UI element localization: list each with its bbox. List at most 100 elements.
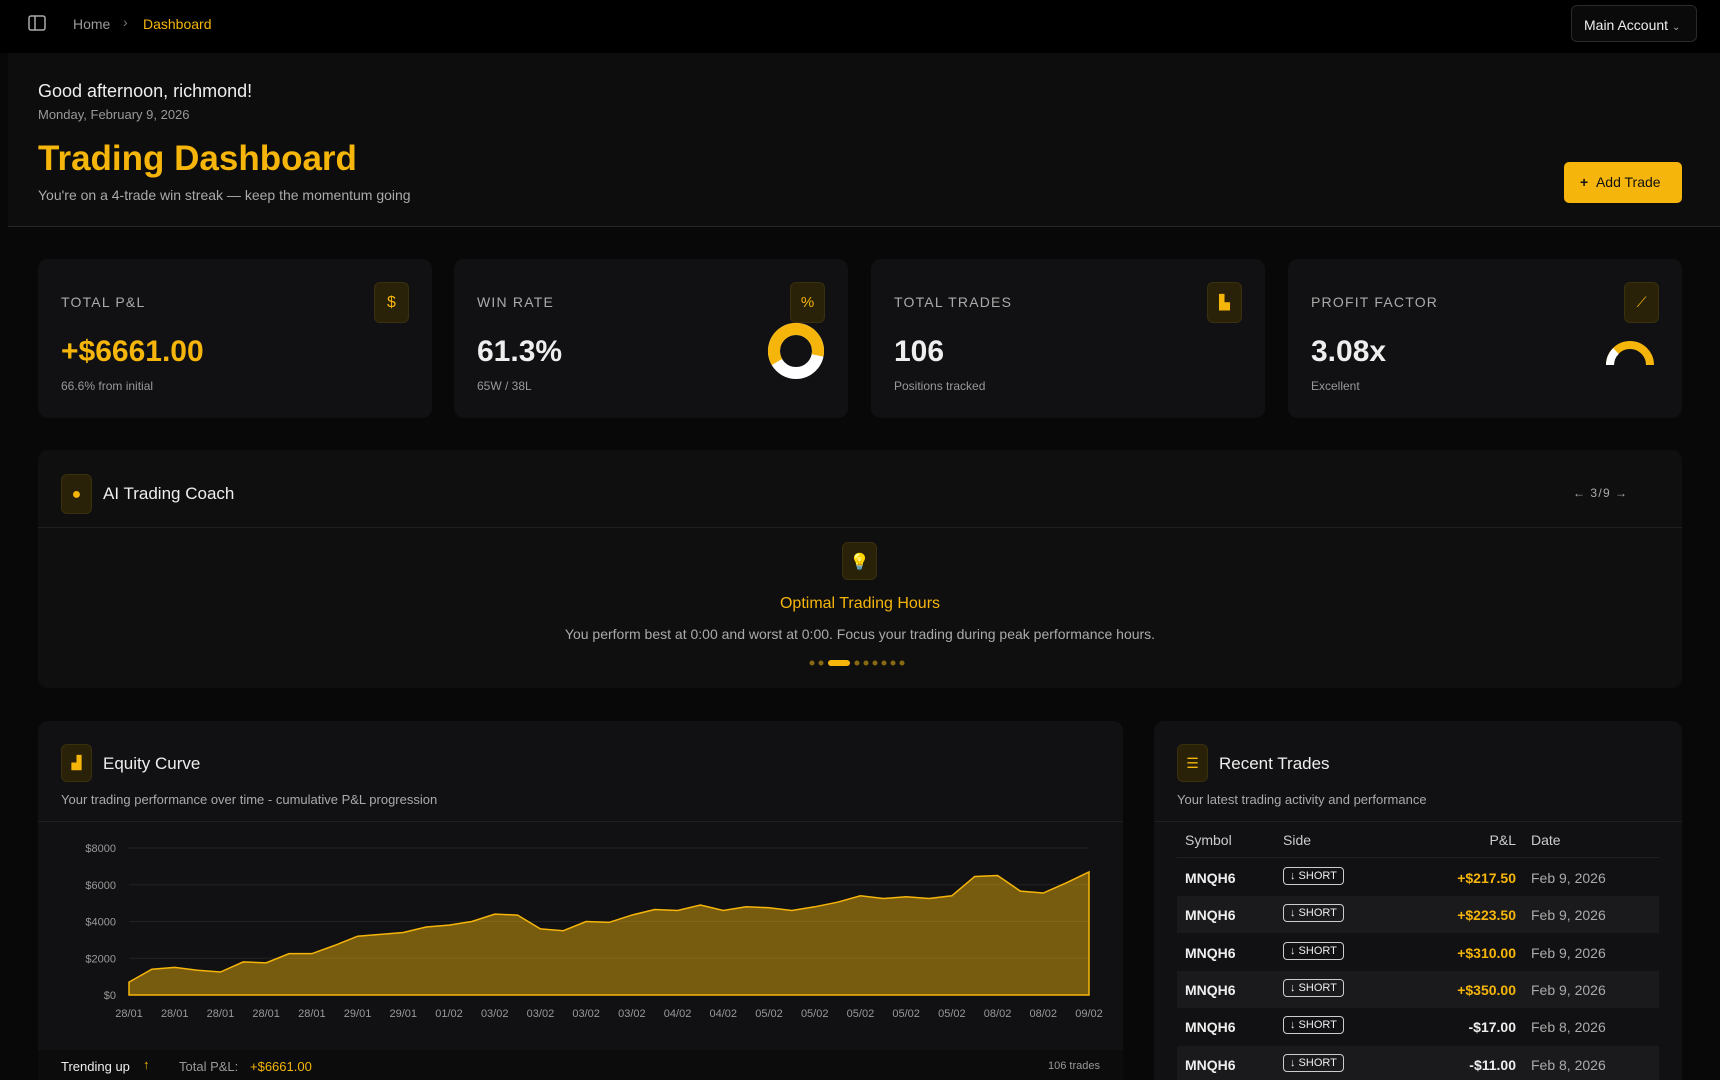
x-tick-label: 28/01 <box>252 1008 280 1020</box>
stat-label: TOTAL TRADES <box>894 294 1013 310</box>
col-header: Date <box>1531 832 1561 848</box>
tip-text: You perform best at 0:00 and worst at 0:… <box>564 626 1156 642</box>
equity-chart: $0 $2000 $4000 $6000 $8000 28/01 28/01 28/01 28/… <box>85 843 1103 1020</box>
account-name: Main Account <box>1584 17 1669 33</box>
x-tick-label: 05/02 <box>801 1008 829 1020</box>
y-tick-label: $8000 <box>85 843 116 855</box>
x-tick-label: 28/01 <box>115 1008 143 1020</box>
stat-value: +$6661.00 <box>61 335 204 368</box>
header: Good afternoon, richmond! Monday, Februa… <box>8 53 1720 227</box>
y-tick-label: $2000 <box>85 953 116 965</box>
equity-card: ▟ Equity Curve Your trading performance … <box>38 721 1123 1080</box>
date: Feb 9, 2026 <box>1531 907 1606 924</box>
side-badge: ↓ SHORT <box>1283 904 1344 923</box>
trade-row: MNQH6 ↓ SHORT +$217.50 Feb 9, 2026 <box>1177 859 1659 896</box>
x-tick-label: 28/01 <box>161 1008 189 1020</box>
trade-row: MNQH6 ↓ SHORT +$350.00 Feb 9, 2026 <box>1177 970 1659 1008</box>
stat-note: 66.6% from initial <box>61 379 154 393</box>
stat-note: Excellent <box>1311 379 1360 393</box>
pnl: -$17.00 <box>1468 1019 1516 1036</box>
y-tick-label: $6000 <box>85 880 116 892</box>
stat-icon: $ <box>374 282 409 323</box>
divider <box>1154 821 1682 822</box>
x-tick-label: 05/02 <box>892 1008 920 1020</box>
x-tick-label: 05/02 <box>755 1008 783 1020</box>
stat-card: TOTAL P&L $ +$6661.00 66.6% from initial <box>38 259 432 418</box>
pnl: -$11.00 <box>1469 1056 1516 1073</box>
trade-row: MNQH6 ↓ SHORT -$11.00 Feb 8, 2026 <box>1177 1045 1659 1080</box>
symbol: MNQH6 <box>1185 870 1236 886</box>
stat-icon: ▙ <box>1207 282 1242 323</box>
breadcrumb-home[interactable]: Home <box>73 16 111 32</box>
greeting: Good afternoon, richmond! <box>38 81 253 101</box>
symbol: MNQH6 <box>1185 907 1236 924</box>
x-tick-label: 09/02 <box>1075 1008 1103 1020</box>
equity-icon: ▟ <box>61 744 92 782</box>
x-tick-label: 04/02 <box>664 1008 692 1020</box>
col-header: Symbol <box>1185 832 1232 848</box>
x-tick-label: 03/02 <box>618 1008 646 1020</box>
carousel-dots[interactable] <box>808 658 912 668</box>
stat-card: TOTAL TRADES ▙ 106 Positions tracked <box>871 259 1265 418</box>
side-badge: ↓ SHORT <box>1283 867 1344 885</box>
stat-label: TOTAL P&L <box>61 294 146 310</box>
equity-title: Equity Curve <box>103 754 201 773</box>
x-tick-label: 29/01 <box>390 1008 418 1020</box>
side-badge: ↓ SHORT <box>1283 978 1344 997</box>
pager-text: 3 / 9 <box>1590 486 1610 500</box>
x-tick-label: 03/02 <box>481 1008 509 1020</box>
x-tick-label: 01/02 <box>435 1008 463 1020</box>
trade-row: MNQH6 ↓ SHORT +$223.50 Feb 9, 2026 <box>1177 896 1659 934</box>
topbar: Home › Dashboard Main Account ⌄ <box>0 0 1720 53</box>
stat-note: Positions tracked <box>894 379 986 393</box>
trend-icon: ↑ <box>143 1057 150 1072</box>
coach-pager[interactable]: ← 3 / 9 → <box>1573 486 1628 500</box>
y-tick-label: $4000 <box>85 917 116 929</box>
trades-subtitle: Your latest trading activity and perform… <box>1177 792 1427 807</box>
trades-title: Recent Trades <box>1219 754 1330 773</box>
add-trade-label: Add Trade <box>1595 174 1661 190</box>
date: Monday, February 9, 2026 <box>38 107 190 122</box>
side-badge: ↓ SHORT <box>1283 941 1344 960</box>
trades-icon: ☰ <box>1177 744 1208 782</box>
account-select[interactable]: Main Account ⌄ <box>1571 5 1697 42</box>
pnl: +$350.00 <box>1457 981 1516 998</box>
stat-card: PROFIT FACTOR ⟋ 3.08x Excellent <box>1288 259 1682 418</box>
symbol: MNQH6 <box>1185 981 1236 998</box>
stat-label: WIN RATE <box>477 294 555 310</box>
trade-row: MNQH6 ↓ SHORT +$310.00 Feb 9, 2026 <box>1177 934 1659 971</box>
date: Feb 9, 2026 <box>1531 981 1606 998</box>
col-header: Side <box>1283 832 1312 848</box>
sidebar-toggle[interactable] <box>28 15 46 31</box>
pnl: +$310.00 <box>1457 944 1516 961</box>
x-tick-label: 03/02 <box>572 1008 600 1020</box>
trade-count: 106 trades <box>1048 1060 1100 1072</box>
subtitle: You're on a 4-trade win streak — keep th… <box>38 187 411 203</box>
x-tick-label: 28/01 <box>207 1008 235 1020</box>
breadcrumb-current: Dashboard <box>143 16 212 32</box>
symbol: MNQH6 <box>1185 944 1236 961</box>
col-header: P&L <box>1489 832 1516 848</box>
stat-icon: ⟋ <box>1624 282 1659 323</box>
side-badge: ↓ SHORT <box>1283 1053 1344 1072</box>
add-trade-button[interactable]: + Add Trade <box>1564 162 1682 203</box>
breadcrumb-sep: › <box>123 14 128 30</box>
pnl: +$217.50 <box>1457 870 1516 886</box>
y-tick-label: $0 <box>104 990 116 1002</box>
stat-icon: % <box>790 282 825 323</box>
x-tick-label: 08/02 <box>1030 1008 1058 1020</box>
x-tick-label: 05/02 <box>847 1008 875 1020</box>
coach-card: ● AI Trading Coach ← 3 / 9 → 💡 Optimal T… <box>38 450 1682 688</box>
equity-subtitle: Your trading performance over time - cum… <box>61 792 438 807</box>
date: Feb 8, 2026 <box>1531 1056 1606 1073</box>
trend-label: Trending up <box>61 1059 130 1074</box>
factor-gauge <box>1606 341 1654 366</box>
symbol: MNQH6 <box>1185 1019 1236 1036</box>
x-tick-label: 05/02 <box>938 1008 966 1020</box>
divider <box>38 821 1123 822</box>
side-badge: ↓ SHORT <box>1283 1016 1344 1035</box>
x-tick-label: 28/01 <box>298 1008 326 1020</box>
win-donut <box>768 323 824 379</box>
total-value: +$6661.00 <box>250 1059 312 1074</box>
